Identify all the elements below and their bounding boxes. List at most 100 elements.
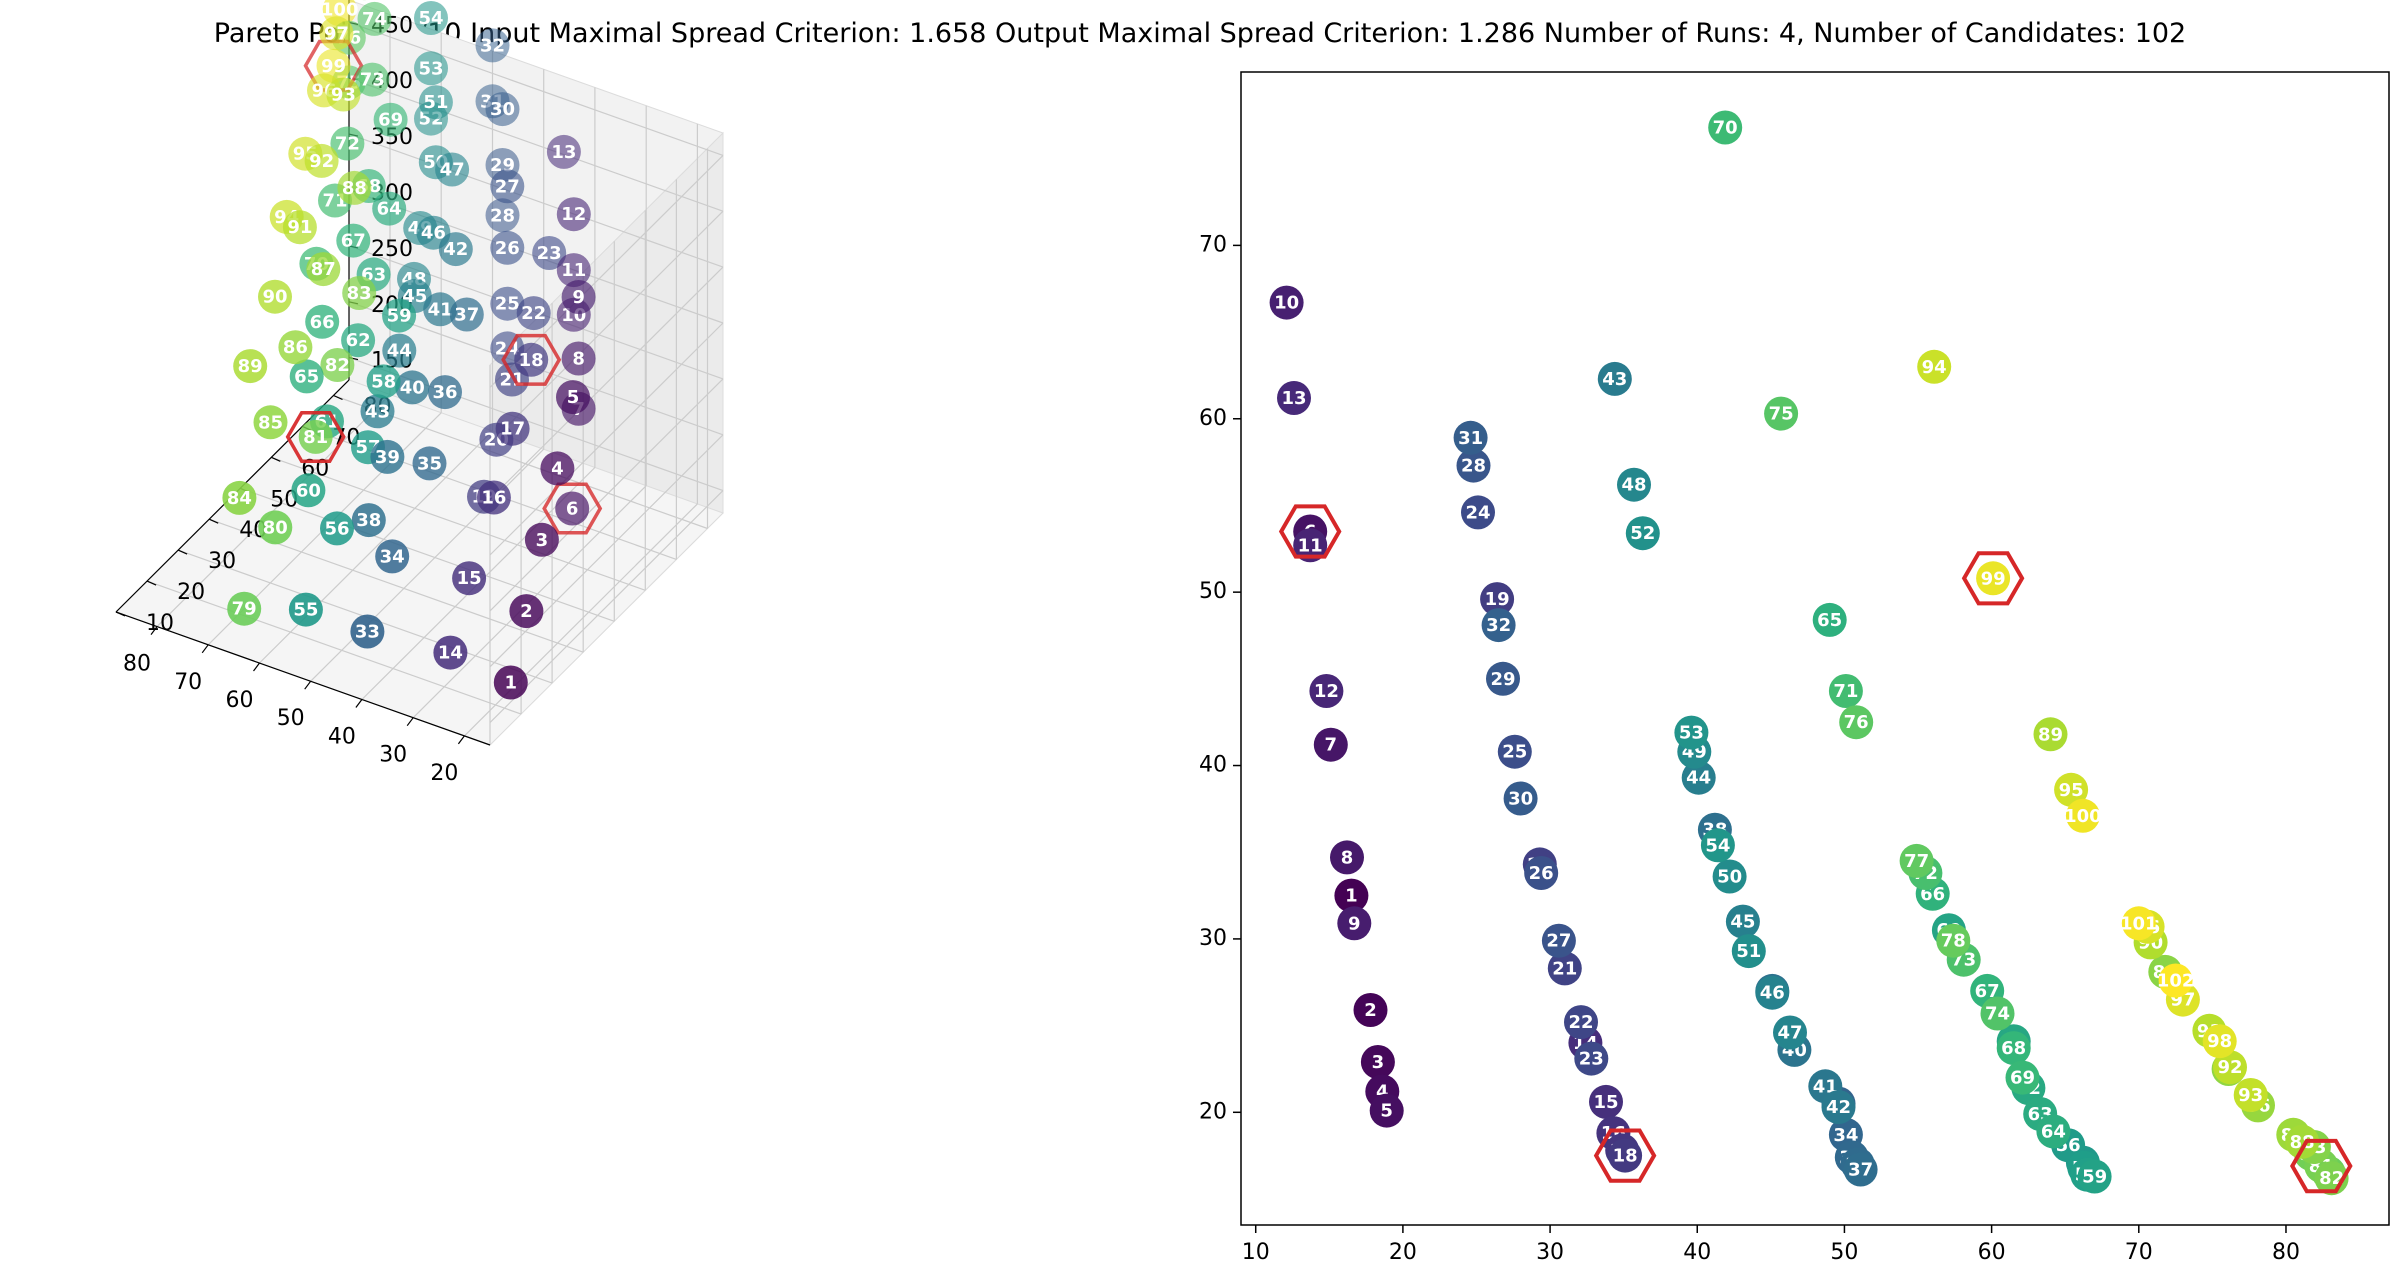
point-2d-61: 61: [1996, 1024, 2031, 1059]
tick-label-x2: 50: [1830, 1240, 1858, 1265]
highlight-hexagon-2d: [1278, 504, 1342, 559]
point-3d-22: 22: [516, 296, 551, 331]
point-2d-90: 90: [2133, 925, 2168, 960]
point-label-2d: 94: [1922, 357, 1947, 378]
gridline-z: [348, 77, 724, 212]
point-label-2d: 102: [2157, 971, 2195, 992]
point-label-2d: 57: [2072, 1158, 2097, 1179]
point-label-2d: 98: [2207, 1031, 2232, 1052]
point-label-2d: 18: [1613, 1146, 1638, 1167]
marker-3d: [438, 232, 473, 267]
marker-2d: [1915, 876, 1950, 911]
tick-mark-y: [177, 549, 188, 555]
marker-2d: [1821, 1090, 1856, 1125]
point-label-2d: 85: [2216, 1059, 2241, 1080]
point-3d-47: 47: [435, 152, 470, 187]
point-label-2d: 14: [1573, 1033, 1598, 1054]
point-label-2d: 96: [2135, 917, 2160, 938]
point-3d-72: 72: [330, 126, 365, 161]
point-label-2d: 87: [2281, 1125, 2306, 1146]
point-3d-97: 97: [319, 16, 354, 51]
point-3d-8: 8: [561, 341, 596, 376]
point-2d-11: 11: [1293, 528, 1328, 563]
highlight-hexagon-3d: [285, 410, 346, 463]
marker-2d: [1522, 847, 1557, 882]
point-2d-64: 64: [2036, 1114, 2071, 1149]
tick-label-x2: 40: [1683, 1240, 1711, 1265]
point-label-3d: 5: [567, 387, 580, 408]
point-2d-16: 16: [1596, 1116, 1631, 1151]
point-3d-58: 58: [366, 364, 401, 399]
point-2d-50: 50: [1712, 859, 1747, 894]
point-2d-74: 74: [1980, 996, 2015, 1031]
marker-2d: [1908, 856, 1943, 890]
tick-label-y: 30: [208, 549, 236, 574]
marker-2d: [1453, 420, 1488, 455]
marker-2d: [2294, 1136, 2328, 1171]
point-2d-24: 24: [1461, 495, 1495, 530]
marker-2d: [1821, 1086, 1856, 1121]
point-label-3d: 11: [561, 260, 586, 281]
point-3d-56: 56: [320, 511, 354, 546]
point-label-3d: 16: [481, 488, 506, 509]
point-label-2d: 68: [2001, 1038, 2026, 1059]
marker-3d: [337, 170, 372, 205]
marker-3d: [556, 380, 590, 415]
marker-2d: [1677, 734, 1712, 769]
point-2d-39: 39: [1755, 973, 1790, 1008]
point-label-3d: 92: [309, 151, 334, 172]
point-label-2d: 46: [1760, 983, 1785, 1004]
point-3d-73: 73: [355, 62, 390, 97]
marker-2d: [2065, 798, 2100, 833]
point-label-2d: 73: [1951, 950, 1976, 971]
point-label-2d: 55: [2070, 1153, 2095, 1174]
point-label-2d: 59: [2082, 1167, 2107, 1188]
point-label-2d: 28: [1461, 456, 1486, 477]
point-2d-86: 86: [2241, 1088, 2275, 1123]
point-label-2d: 30: [1508, 789, 1533, 810]
point-label-2d: 41: [1813, 1076, 1838, 1097]
point-label-2d: 23: [1579, 1049, 1604, 1070]
point-3d-92: 92: [304, 143, 339, 178]
point-label-2d: 2: [1364, 1000, 1377, 1021]
marker-2d: [1731, 934, 1766, 969]
point-label-3d: 43: [365, 401, 390, 422]
point-3d-34: 34: [375, 539, 410, 574]
marker-2d: [1839, 705, 1874, 740]
tick-mark-y: [271, 456, 281, 462]
point-2d-6: 6: [1293, 514, 1328, 549]
point-3d-81: 81: [285, 410, 346, 463]
point-label-3d: 8: [572, 349, 585, 370]
marker-2d: [2148, 954, 2183, 989]
point-3d-37: 37: [449, 297, 484, 332]
point-2d-43: 43: [1597, 361, 1632, 396]
marker-2d: [2065, 1145, 2100, 1180]
point-3d-6: 6: [542, 482, 603, 535]
point-label-2d: 84: [2153, 962, 2178, 983]
gridline-z: [489, 378, 724, 612]
gridline-z: [489, 434, 724, 668]
tick-mark-y: [208, 518, 219, 524]
point-label-2d: 69: [2010, 1068, 2035, 1089]
point-3d-9: 9: [561, 280, 596, 314]
gridline-z: [489, 322, 724, 556]
marker-3d: [414, 1, 448, 35]
point-label-2d: 67: [1975, 981, 2000, 1002]
point-label-3d: 82: [325, 355, 350, 376]
point-2d-18: 18: [1608, 1138, 1643, 1173]
marker-2d: [1605, 1133, 1640, 1168]
point-2d-70: 70: [1708, 110, 1743, 145]
point-2d-46: 46: [1755, 975, 1790, 1010]
point-label-3d: 56: [324, 518, 349, 539]
point-label-2d: 92: [2217, 1057, 2242, 1078]
point-3d-82: 82: [320, 348, 355, 382]
highlight-hexagon-3d: [542, 482, 603, 535]
marker-2d: [2233, 1078, 2268, 1112]
point-2d-73: 73: [1946, 942, 1981, 977]
marker-3d: [342, 276, 377, 310]
point-2d-66: 66: [1915, 876, 1950, 911]
point-label-3d: 18: [519, 350, 544, 371]
gridline-y: [146, 580, 522, 715]
point-2d-83: 83: [2296, 1130, 2331, 1164]
marker-2d: [2033, 717, 2068, 752]
